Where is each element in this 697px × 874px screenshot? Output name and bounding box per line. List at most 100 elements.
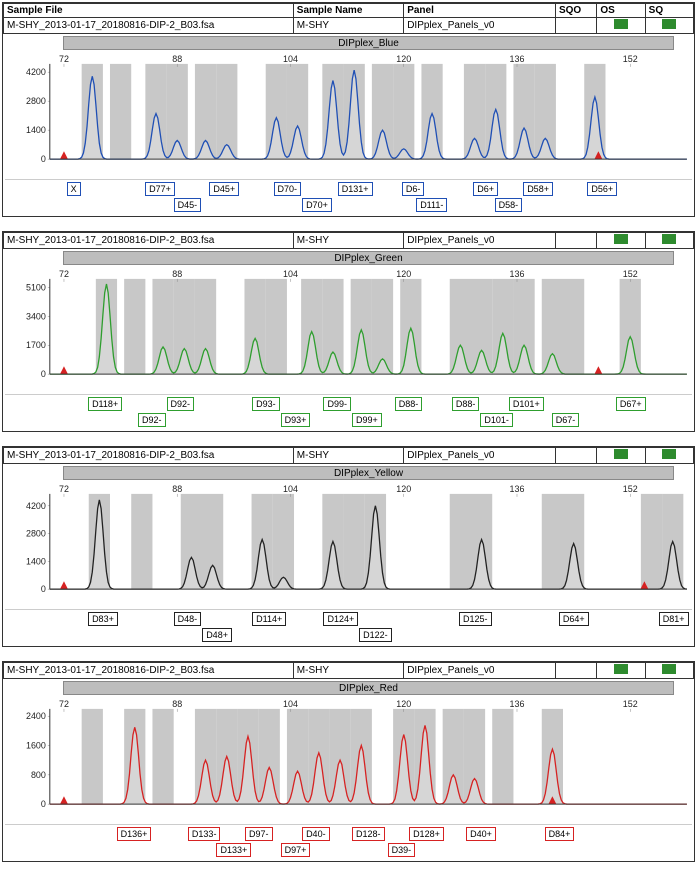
allele-label: D125- [459, 612, 492, 626]
allele-bin [563, 279, 584, 374]
allele-label: D99+ [352, 413, 382, 427]
y-tick-label: 2800 [26, 96, 46, 106]
allele-label: D58+ [523, 182, 553, 196]
sqo-cell [555, 448, 596, 464]
sample-name-cell: M-SHY [293, 663, 403, 679]
sqo-cell [555, 233, 596, 249]
size-marker-icon [60, 796, 68, 804]
x-tick-label: 72 [59, 699, 69, 709]
y-tick-label: 1700 [26, 340, 46, 350]
sq-cell [645, 18, 693, 34]
allele-label: D58- [495, 198, 523, 212]
allele-label: D122- [359, 628, 392, 642]
allele-bin [152, 709, 173, 804]
y-tick-label: 4200 [26, 501, 46, 511]
allele-label: D77+ [145, 182, 175, 196]
allele-label: D88- [395, 397, 423, 411]
allele-label: D70+ [302, 198, 332, 212]
x-tick-label: 136 [510, 484, 525, 494]
channel-panel: Sample FileSample NamePanelSQOOSSQ M-SHY… [2, 2, 695, 217]
y-tick-label: 0 [41, 584, 46, 594]
allele-label: D6+ [473, 182, 498, 196]
sample-file-cell: M-SHY_2013-01-17_20180816-DIP-2_B03.fsa [4, 448, 294, 464]
allele-bin [641, 494, 662, 589]
x-tick-label: 104 [283, 699, 298, 709]
sample-file-cell: M-SHY_2013-01-17_20180816-DIP-2_B03.fsa [4, 233, 294, 249]
header-table: M-SHY_2013-01-17_20180816-DIP-2_B03.fsa … [3, 662, 694, 679]
allele-label: D93+ [281, 413, 311, 427]
x-tick-label: 152 [623, 699, 638, 709]
x-tick-label: 152 [623, 54, 638, 64]
channel-panel: M-SHY_2013-01-17_20180816-DIP-2_B03.fsa … [2, 446, 695, 647]
chart-area[interactable]: 72881041201361520140028004200 [5, 50, 692, 180]
allele-label: D128+ [409, 827, 444, 841]
chart-area[interactable]: 7288104120136152080016002400 [5, 695, 692, 825]
allele-label: D124+ [323, 612, 358, 626]
header-table: M-SHY_2013-01-17_20180816-DIP-2_B03.fsa … [3, 232, 694, 249]
x-tick-label: 72 [59, 54, 69, 64]
header-col: OS [597, 4, 645, 18]
x-tick-label: 120 [396, 269, 411, 279]
allele-label: D92- [138, 413, 166, 427]
x-tick-label: 72 [59, 484, 69, 494]
allele-label: D114+ [252, 612, 286, 626]
x-tick-label: 120 [396, 699, 411, 709]
allele-label: D81+ [659, 612, 689, 626]
x-tick-label: 104 [283, 484, 298, 494]
header-col: SQO [555, 4, 596, 18]
allele-label: D83+ [88, 612, 118, 626]
sample-name-cell: M-SHY [293, 233, 403, 249]
os-cell [597, 448, 645, 464]
allele-bin [542, 494, 563, 589]
allele-label: D6- [402, 182, 425, 196]
os-cell [597, 233, 645, 249]
electropherogram-svg: 72881041201361520170034005100 [5, 265, 692, 394]
allele-label: D97+ [281, 843, 311, 857]
allele-bin [124, 279, 145, 374]
channel-panel: M-SHY_2013-01-17_20180816-DIP-2_B03.fsa … [2, 661, 695, 862]
electropherogram-svg: 72881041201361520140028004200 [5, 50, 692, 179]
status-os-icon [614, 19, 628, 29]
electropherogram-svg: 72881041201361520140028004200 [5, 480, 692, 609]
sq-cell [645, 233, 693, 249]
allele-label: D118+ [88, 397, 122, 411]
status-sq-icon [662, 234, 676, 244]
panel-cell: DIPplex_Panels_v0 [404, 448, 556, 464]
y-tick-label: 3400 [26, 311, 46, 321]
allele-label: D101- [480, 413, 513, 427]
x-tick-label: 136 [510, 699, 525, 709]
allele-label: D70- [274, 182, 302, 196]
x-tick-label: 136 [510, 54, 525, 64]
status-sq-icon [662, 19, 676, 29]
y-tick-label: 800 [31, 770, 46, 780]
y-tick-label: 1400 [26, 556, 46, 566]
x-tick-label: 104 [283, 54, 298, 64]
allele-label: D101+ [509, 397, 544, 411]
channel-title: DIPplex_Blue [63, 36, 674, 50]
header-col: Panel [404, 4, 556, 18]
chart-area[interactable]: 72881041201361520170034005100 [5, 265, 692, 395]
x-tick-label: 136 [510, 269, 525, 279]
size-marker-icon [60, 581, 68, 589]
sq-cell [645, 448, 693, 464]
status-sq-icon [662, 449, 676, 459]
x-tick-label: 88 [172, 484, 182, 494]
y-tick-label: 0 [41, 369, 46, 379]
allele-bin [266, 279, 287, 374]
allele-label: D131+ [338, 182, 373, 196]
allele-label: D56+ [587, 182, 617, 196]
sqo-cell [555, 663, 596, 679]
allele-label: X [67, 182, 81, 196]
allele-label: D97- [245, 827, 273, 841]
panel-cell: DIPplex_Panels_v0 [404, 663, 556, 679]
electropherogram-root: Sample FileSample NamePanelSQOOSSQ M-SHY… [0, 2, 697, 874]
y-tick-label: 2400 [26, 711, 46, 721]
y-tick-label: 1400 [26, 125, 46, 135]
allele-label: D45- [174, 198, 202, 212]
sample-file-cell: M-SHY_2013-01-17_20180816-DIP-2_B03.fsa [4, 18, 294, 34]
allele-label: D88- [452, 397, 480, 411]
chart-area[interactable]: 72881041201361520140028004200 [5, 480, 692, 610]
y-tick-label: 1600 [26, 741, 46, 751]
allele-bin [110, 64, 131, 159]
allele-label: D84+ [545, 827, 575, 841]
